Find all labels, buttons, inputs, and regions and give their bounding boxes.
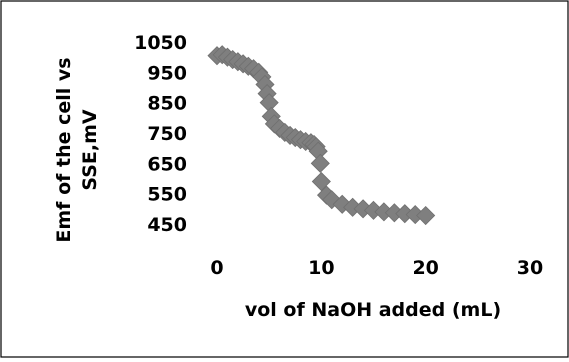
- y-tick-label: 650: [147, 153, 187, 175]
- x-axis-title: vol of NaOH added (mL): [245, 299, 501, 321]
- x-tick-label: 0: [210, 257, 223, 279]
- data-point: [311, 171, 331, 192]
- data-markers: [207, 45, 436, 226]
- y-axis-title-line-1: Emf of the cell vs: [53, 57, 75, 242]
- y-tick-label: 1050: [134, 32, 187, 54]
- data-point: [416, 205, 436, 226]
- x-tick-label: 30: [517, 257, 543, 279]
- x-tick-label: 10: [308, 257, 334, 279]
- y-tick-label: 450: [147, 214, 187, 236]
- y-axis-title-line-2: SSE,mV: [79, 109, 101, 191]
- y-axis-tick-labels: 450 550 650 750 850 950 1050: [134, 32, 187, 236]
- y-tick-label: 950: [147, 62, 187, 84]
- y-tick-label: 850: [147, 93, 187, 115]
- x-tick-label: 20: [412, 257, 438, 279]
- data-point: [310, 153, 330, 173]
- x-axis-tick-labels: 0 10 20 30: [210, 257, 543, 279]
- y-tick-label: 550: [147, 184, 187, 206]
- y-tick-label: 750: [147, 123, 187, 145]
